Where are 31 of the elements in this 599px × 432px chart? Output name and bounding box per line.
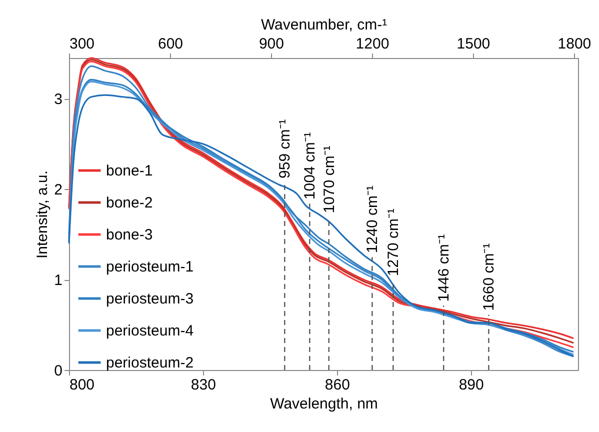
y-tick-label: 3	[54, 91, 62, 108]
legend-label: bone-2	[106, 194, 153, 212]
legend-label: periosteum-4	[106, 322, 194, 340]
x2-tick-label: 1800	[558, 36, 592, 52]
ref-line-label: 1004 cm⁻¹	[302, 132, 319, 200]
legend-label: periosteum-2	[106, 354, 194, 372]
y-tick-label: 1	[54, 272, 62, 290]
ref-line-label: 1240 cm⁻¹	[364, 186, 382, 254]
x-tick-label: 860	[324, 376, 350, 394]
x2-tick-label: 900	[258, 36, 284, 52]
legend-label: bone-3	[106, 226, 153, 244]
x2-axis-title: Wavenumber, cm-¹	[260, 16, 388, 34]
legend-label: bone-1	[106, 162, 153, 180]
y-tick-label: 2	[54, 182, 62, 199]
x2-tick-label: 600	[158, 36, 184, 52]
x-tick-label: 890	[458, 376, 484, 394]
legend-label: periosteum-3	[106, 290, 194, 308]
legend-label: periosteum-1	[106, 258, 194, 276]
x2-tick-label: 300	[70, 36, 95, 52]
x-axis-title: Wavelength, nm	[270, 396, 378, 412]
ref-line-label: 1070 cm⁻¹	[320, 146, 338, 214]
x2-tick-label: 1200	[356, 36, 390, 52]
ref-line-label: 1660 cm⁻¹	[480, 243, 498, 311]
ref-line-label: 1270 cm⁻¹	[385, 208, 402, 276]
y-axis-title: Intensity, a.u.	[34, 170, 52, 259]
y-tick-label: 0	[54, 362, 62, 380]
x2-tick-label: 1500	[456, 36, 490, 52]
x-tick-label: 800	[70, 376, 95, 394]
ref-line-label: 1446 cm⁻¹	[436, 234, 453, 302]
x-tick-label: 830	[190, 376, 216, 394]
ref-line-label: 959 cm⁻¹	[276, 119, 294, 178]
